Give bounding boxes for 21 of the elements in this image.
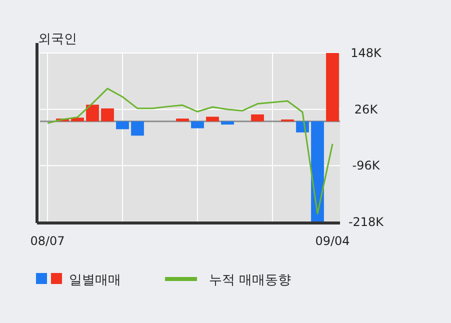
bar [176,118,189,122]
y-tick-label: 148K [350,46,383,60]
y-tick-label: -218K [348,215,385,229]
bar [221,121,234,125]
x-tick-label: 08/07 [30,234,65,248]
chart-title: 외국인 [38,32,77,47]
bar [326,53,339,122]
line-series [46,88,334,214]
legend-label: 일별매매 [69,273,121,288]
bar [116,121,129,130]
bar [206,116,219,122]
y-tick-label: 26K [354,102,379,116]
bar [251,114,264,122]
x-tick-label: 09/04 [315,234,350,248]
y-tick-label: -96K [352,158,381,173]
bar [131,121,144,136]
bar [191,121,204,128]
bar [86,104,99,122]
bar [311,121,324,222]
bar [101,108,114,122]
legend-label: 누적 매매동향 [209,273,292,288]
